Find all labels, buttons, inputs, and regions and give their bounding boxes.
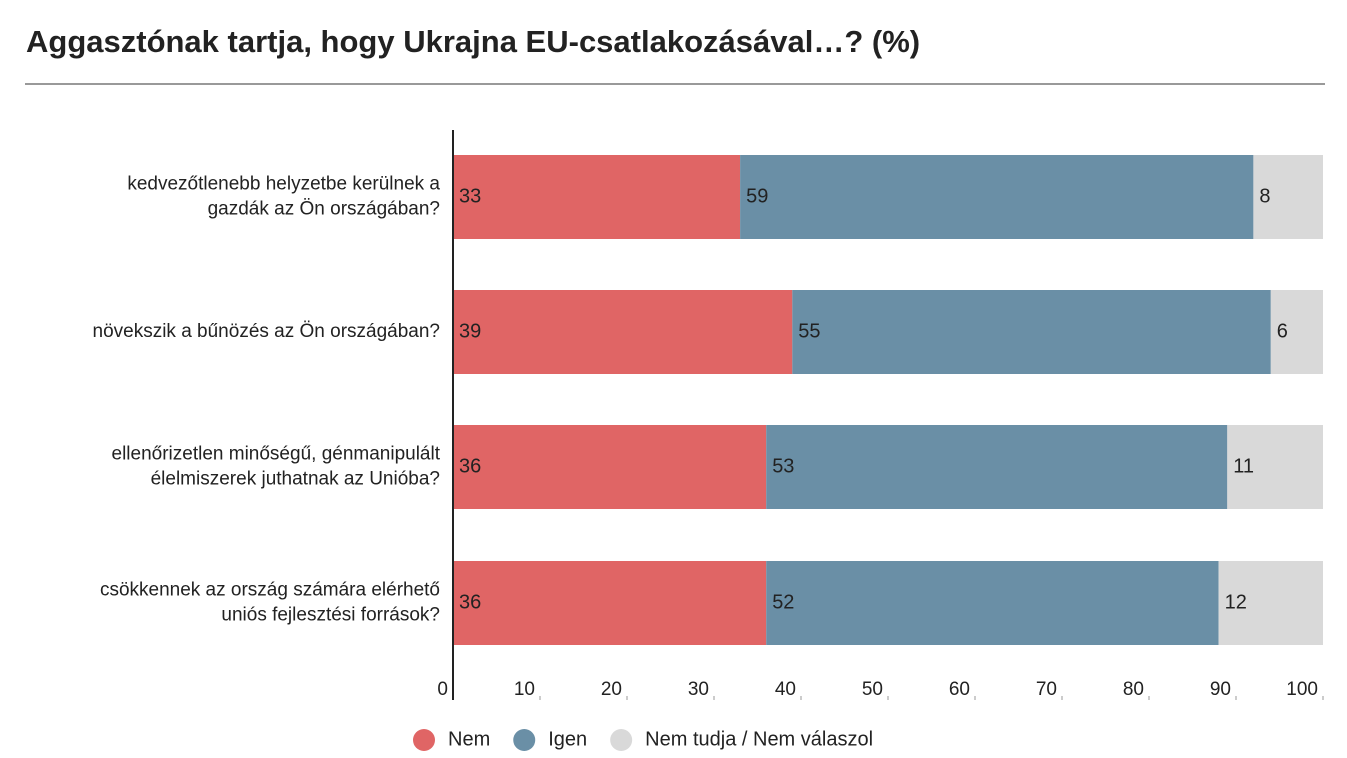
x-tick-label: 100 (1286, 679, 1318, 700)
bar-segment (453, 290, 793, 374)
x-tick-label: 70 (1036, 679, 1057, 700)
value-label: 6 (1277, 320, 1288, 342)
bar-segment (453, 425, 767, 509)
legend-label: Igen (548, 728, 587, 750)
x-tick-label: 50 (862, 679, 883, 700)
value-label: 33 (459, 185, 481, 207)
value-label: 55 (798, 320, 820, 342)
bar-segment (453, 155, 741, 239)
legend-marker (513, 729, 536, 751)
category-label: gazdák az Ön országában? (208, 199, 440, 220)
legend-label: Nem tudja / Nem válaszol (645, 728, 873, 750)
value-label: 12 (1225, 591, 1247, 613)
legend-marker (610, 729, 633, 751)
bar-segment (740, 155, 1254, 239)
x-tick-label: 40 (775, 679, 796, 700)
value-label: 53 (772, 455, 794, 477)
chart-title: Aggasztónak tartja, hogy Ukrajna EU-csat… (26, 24, 920, 59)
bar-segment (792, 290, 1271, 374)
bar-segment (1270, 290, 1323, 374)
value-label: 59 (746, 185, 768, 207)
value-label: 36 (459, 591, 481, 613)
category-label: élelmiszerek juthatnak az Unióba? (151, 469, 440, 490)
value-label: 11 (1233, 455, 1254, 477)
x-tick-label: 20 (601, 679, 622, 700)
category-label: növekszik a bűnözés az Ön országában? (93, 321, 441, 342)
x-tick-label: 60 (949, 679, 970, 700)
legend-label: Nem (448, 728, 490, 750)
bar-segment (1227, 425, 1323, 509)
x-tick-label: 90 (1210, 679, 1231, 700)
bar-segment (766, 561, 1219, 645)
value-label: 39 (459, 320, 481, 342)
bar-segment (766, 425, 1228, 509)
x-tick-label: 0 (437, 679, 448, 700)
legend-marker (413, 729, 435, 751)
x-tick-label: 80 (1123, 679, 1144, 700)
value-label: 36 (459, 455, 481, 477)
category-label: kedvezőtlenebb helyzetbe kerülnek a (127, 174, 440, 195)
x-tick-label: 10 (514, 679, 535, 700)
value-label: 8 (1259, 185, 1270, 207)
bar-segment (1253, 155, 1323, 239)
bar-segment (1218, 561, 1323, 645)
x-tick-label: 30 (688, 679, 709, 700)
category-label: csökkennek az ország számára elérhető (100, 580, 440, 601)
category-label: ellenőrizetlen minőségű, génmanipulált (112, 444, 441, 465)
bar-segment (453, 561, 767, 645)
category-label: uniós fejlesztési források? (221, 605, 440, 626)
value-label: 52 (772, 591, 794, 613)
